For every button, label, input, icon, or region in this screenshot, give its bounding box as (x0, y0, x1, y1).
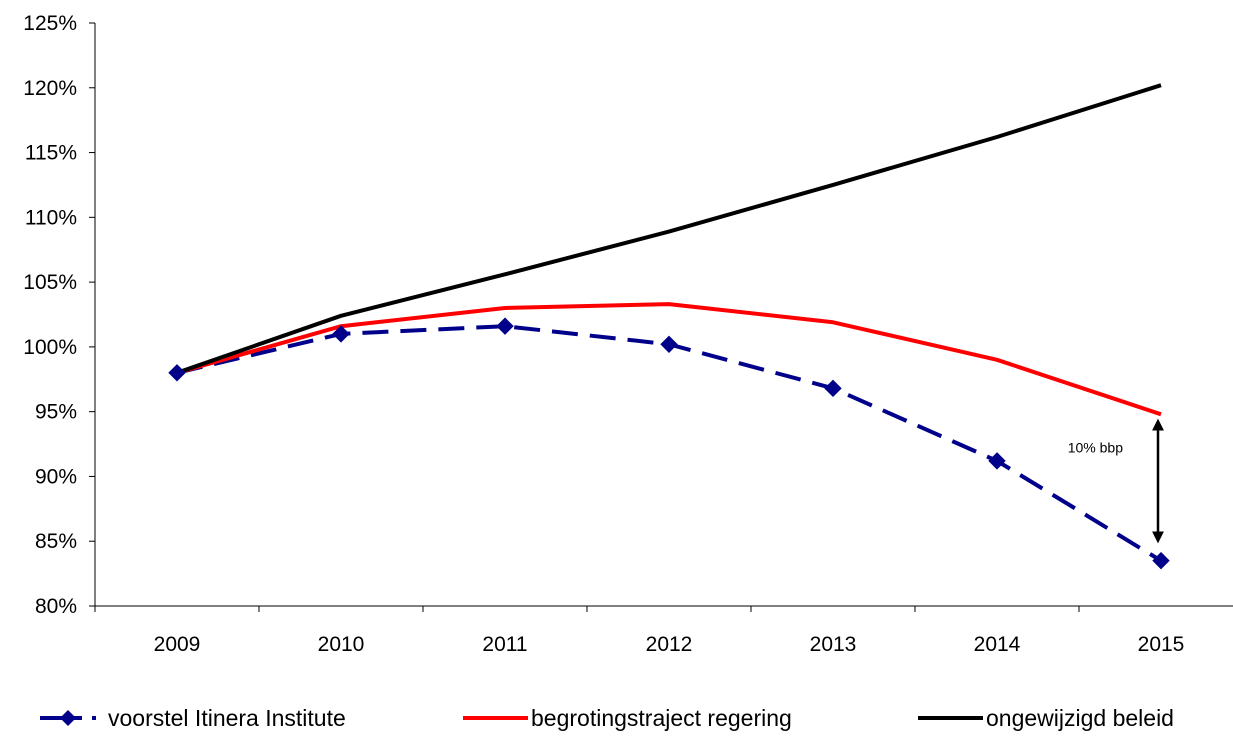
axes: 80% 85% 90% 95% 100% 105% 110% 115% 120% 125% 2009… (23, 12, 1233, 656)
legend-item-1: voorstel Itinera Institute (40, 705, 346, 731)
y-tick-label: 90% (35, 465, 77, 488)
data-point-marker (824, 379, 842, 398)
y-tick-label: 85% (35, 530, 77, 553)
data-point-marker (988, 452, 1006, 470)
legend-label: voorstel Itinera Institute (108, 705, 346, 731)
legend: voorstel Itinera Institute begrotingstraj… (40, 705, 1174, 731)
y-tick-label: 105% (23, 271, 77, 294)
data-point-marker (496, 317, 514, 335)
data-point-marker (332, 325, 350, 343)
y-tick-label: 95% (35, 401, 77, 424)
x-tick-label: 2010 (318, 633, 365, 656)
legend-item-3: ongewijzigd beleid (918, 705, 1174, 731)
y-tick-label: 80% (35, 595, 77, 618)
x-tick-label: 2012 (646, 633, 693, 656)
data-point-marker (1152, 551, 1170, 570)
data-point-marker (168, 364, 186, 382)
x-tick-label: 2015 (1138, 633, 1185, 656)
legend-label: ongewijzigd beleid (986, 705, 1174, 731)
series-group (168, 83, 1170, 570)
x-tick-label: 2013 (810, 633, 857, 656)
annotations: 10% bbp (1068, 418, 1164, 544)
y-tick-label: 110% (25, 206, 77, 229)
x-tick-label: 2009 (154, 633, 201, 656)
data-point-marker (660, 335, 678, 354)
series-line-1 (176, 324, 1163, 563)
y-tick-label: 125% (23, 12, 77, 35)
y-tick-label: 100% (23, 336, 77, 359)
x-tick-label: 2011 (482, 633, 527, 656)
legend-marker (60, 710, 76, 726)
x-tick-label: 2014 (974, 633, 1021, 656)
y-tick-label: 120% (23, 77, 77, 100)
legend-label: begrotingstraject regering (531, 705, 792, 731)
series-line-3 (176, 83, 1162, 375)
annotation-label: 10% bbp (1068, 440, 1123, 456)
legend-item-2: begrotingstraject regering (463, 705, 792, 731)
y-tick-label: 115% (25, 142, 77, 165)
